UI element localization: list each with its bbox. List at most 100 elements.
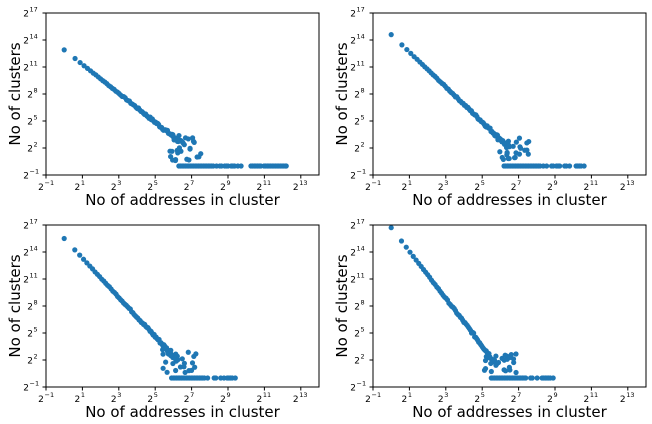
- x-tick-label: 2: [620, 395, 626, 405]
- x-tick-exponent: 13: [626, 391, 634, 399]
- scatter-points-2: [388, 31, 587, 169]
- y-tick-exponent: 5: [34, 114, 38, 122]
- data-point: [191, 139, 197, 145]
- data-point: [518, 145, 524, 151]
- data-point: [511, 155, 518, 161]
- data-point: [408, 50, 414, 56]
- data-point: [510, 143, 516, 149]
- y-tick-exponent: 14: [30, 33, 38, 41]
- data-point: [557, 163, 563, 169]
- x-tick-exponent: 9: [227, 391, 231, 399]
- x-tick-label: 2: [402, 183, 408, 193]
- x-tick-exponent: 1: [408, 179, 412, 187]
- y-tick-exponent: 11: [357, 272, 365, 280]
- y-tick-label: 2: [27, 91, 33, 101]
- x-tick-label: 2: [111, 395, 117, 405]
- y-tick-label: 2: [27, 303, 33, 313]
- data-point: [189, 135, 196, 141]
- x-tick-exponent: 9: [554, 391, 558, 399]
- x-tick-label: 2: [474, 395, 480, 405]
- x-axis-label: No of addresses in cluster: [85, 191, 280, 209]
- x-tick-exponent: 7: [190, 179, 194, 187]
- scatter-points-1: [61, 47, 289, 169]
- x-tick-label: 2: [511, 395, 517, 405]
- y-tick-label: 2: [27, 145, 33, 155]
- x-tick-exponent: 1: [408, 391, 412, 399]
- y-tick-exponent: 17: [30, 218, 38, 226]
- x-tick-label: 2: [584, 395, 590, 405]
- data-point: [516, 135, 523, 141]
- data-point: [483, 354, 489, 360]
- x-tick-label: 2: [293, 395, 299, 405]
- x-tick-exponent: 5: [481, 179, 485, 187]
- data-point: [163, 359, 169, 365]
- x-tick-exponent: 3: [117, 179, 121, 187]
- y-tick-exponent: −1: [357, 380, 367, 388]
- data-point: [488, 368, 494, 375]
- y-axis-label: No of clusters: [333, 42, 351, 145]
- data-point: [160, 365, 166, 371]
- x-tick-label: 2: [365, 395, 371, 405]
- chart-panel-3: 2 −1 2 1 2 3 2 5 2 7 2 9 2 11 2 132 −12 22 52 82 112 142 17No …: [6, 218, 320, 421]
- x-tick-label: 2: [438, 183, 444, 193]
- x-tick-label: 2: [75, 395, 81, 405]
- x-tick-exponent: 5: [154, 391, 158, 399]
- data-point: [398, 238, 405, 244]
- data-point: [175, 136, 181, 142]
- x-tick-exponent: 13: [299, 391, 307, 399]
- data-point: [523, 375, 529, 381]
- data-point: [505, 138, 512, 144]
- x-tick-exponent: 9: [554, 179, 558, 187]
- data-point: [399, 42, 405, 48]
- y-tick-label: 2: [23, 37, 29, 47]
- x-tick-exponent: 13: [626, 179, 634, 187]
- x-tick-label: 2: [547, 395, 553, 405]
- x-tick-label: 2: [220, 183, 226, 193]
- y-axis-label: No of clusters: [6, 42, 24, 145]
- y-tick-exponent: −1: [357, 168, 367, 176]
- data-point: [187, 145, 193, 151]
- data-point: [488, 360, 494, 367]
- data-point: [168, 347, 174, 353]
- y-tick-exponent: −1: [30, 168, 40, 176]
- data-point: [403, 244, 409, 250]
- x-tick-exponent: 3: [444, 179, 448, 187]
- plot-frame: [372, 224, 647, 388]
- plot-frame: [372, 12, 647, 176]
- x-tick-exponent: 9: [227, 179, 231, 187]
- x-tick-exponent: 5: [481, 391, 485, 399]
- data-point: [500, 156, 506, 163]
- y-tick-exponent: 8: [361, 87, 365, 95]
- data-point: [529, 375, 535, 381]
- x-tick-exponent: 11: [263, 179, 271, 187]
- x-tick-exponent: −1: [372, 179, 382, 187]
- x-tick-label: 2: [620, 183, 626, 193]
- x-tick-exponent: 3: [117, 391, 121, 399]
- x-tick-exponent: 11: [590, 391, 598, 399]
- y-tick-exponent: 5: [361, 114, 365, 122]
- x-tick-label: 2: [257, 395, 263, 405]
- data-point: [482, 357, 489, 364]
- data-point: [170, 360, 176, 367]
- data-point: [522, 147, 528, 153]
- x-tick-label: 2: [147, 395, 153, 405]
- data-point: [388, 31, 394, 38]
- y-tick-label: 2: [354, 118, 360, 128]
- x-tick-exponent: 11: [590, 179, 598, 187]
- data-point: [182, 369, 188, 376]
- data-point: [80, 256, 87, 262]
- data-point: [283, 163, 289, 169]
- x-tick-label: 2: [474, 183, 480, 193]
- data-point: [181, 142, 187, 148]
- y-tick-label: 2: [23, 384, 29, 394]
- data-point: [482, 365, 489, 372]
- x-tick-exponent: 7: [517, 179, 521, 187]
- x-tick-exponent: −1: [372, 391, 382, 399]
- y-tick-label: 2: [23, 64, 29, 74]
- data-point: [77, 252, 83, 258]
- data-point: [504, 149, 510, 156]
- data-point: [184, 156, 190, 162]
- data-point: [507, 354, 513, 361]
